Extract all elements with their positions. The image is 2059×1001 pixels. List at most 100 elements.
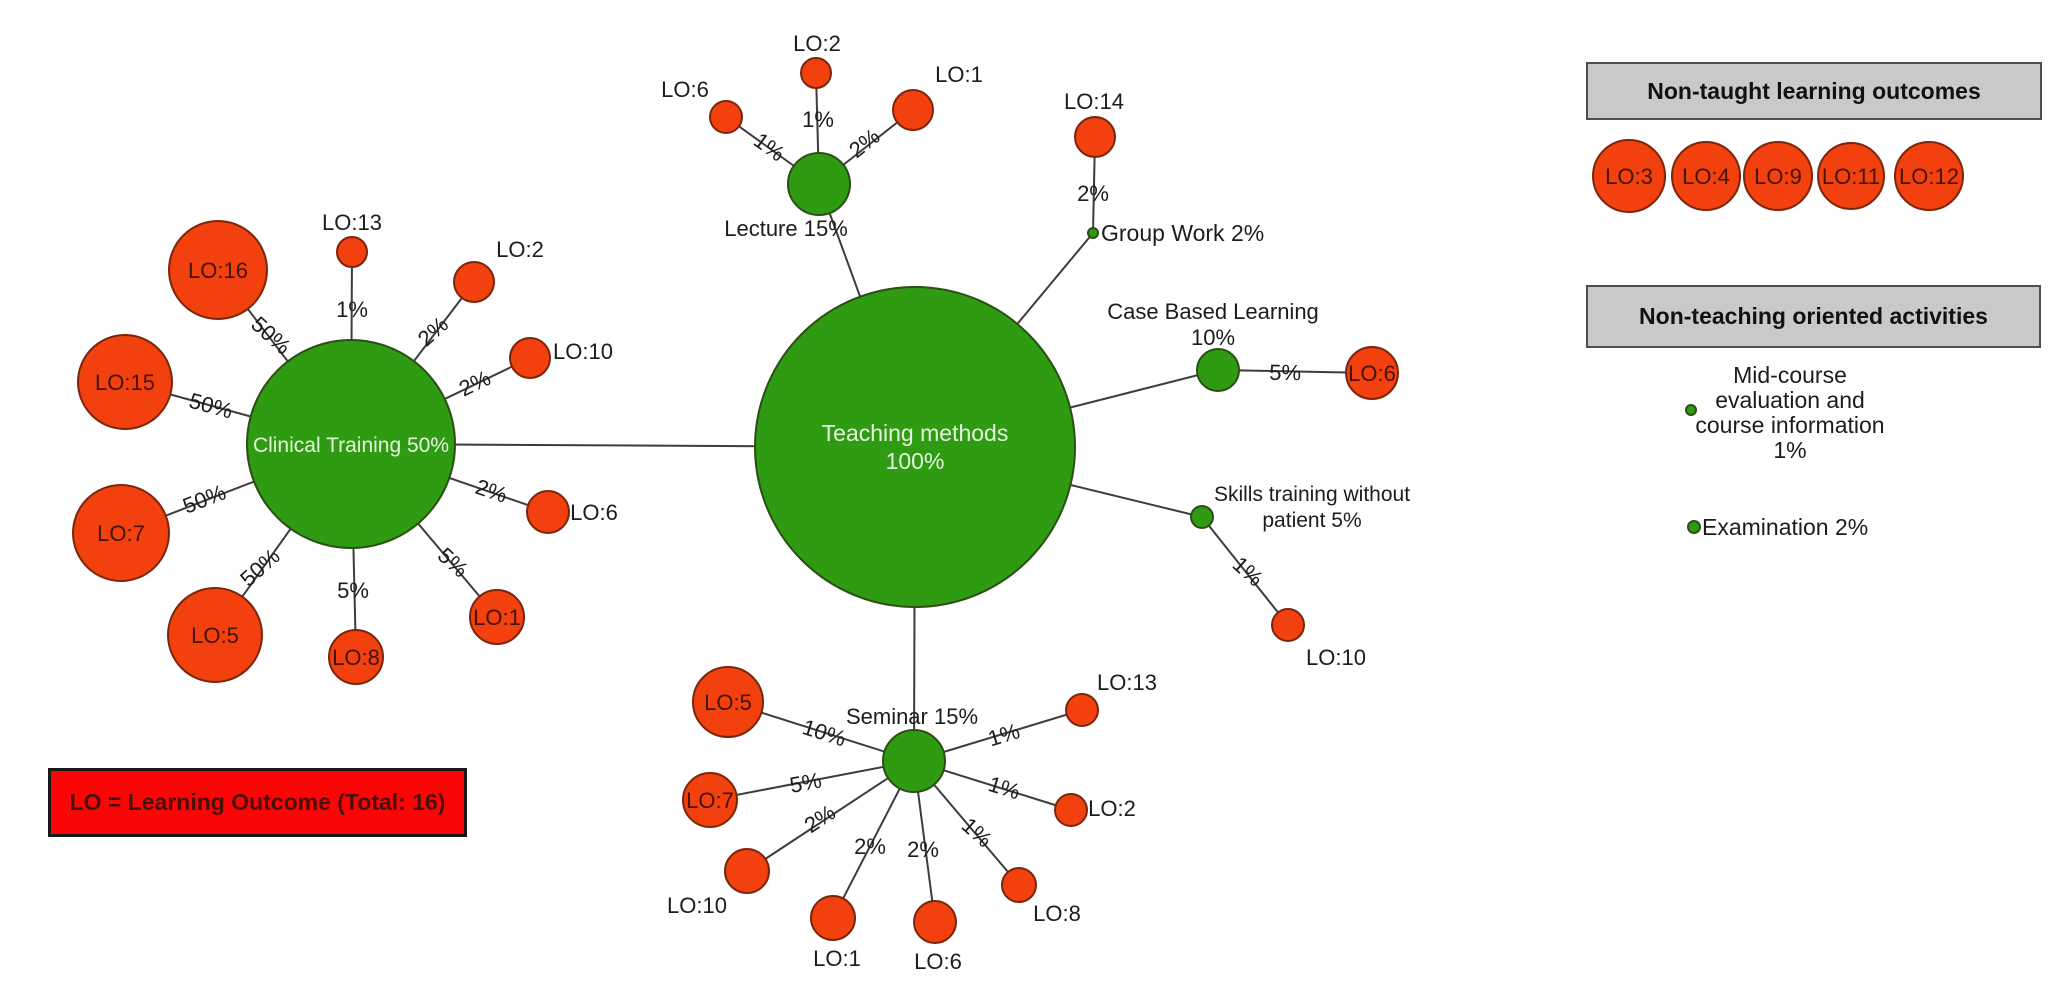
lec-lo1-node [892, 89, 934, 131]
ct-lo10-label: LO:10 [553, 339, 613, 364]
lecture-label: Lecture 15% [724, 216, 848, 241]
legend-box: LO = Learning Outcome (Total: 16) [48, 768, 467, 837]
lo9-node [1743, 141, 1813, 211]
teaching-label: Teaching methods [822, 420, 1009, 446]
lo4-label: LO:4 [1682, 164, 1730, 189]
sem-lo2-label: LO:2 [1088, 796, 1136, 821]
lo3-node [1592, 139, 1666, 213]
lec-lo1-label: LO:1 [935, 62, 983, 87]
sem-lo13-node [1065, 693, 1099, 727]
seminar-label: Seminar 15% [846, 704, 978, 729]
lo3-label: LO:3 [1605, 164, 1653, 189]
group-work-node [1087, 227, 1099, 239]
mid-course-evaluation-label: Mid-course evaluation and course informa… [1695, 362, 1885, 463]
edge-label-lecture-lec_lo2: 1% [802, 107, 834, 132]
ct-lo6-label: LO:6 [570, 500, 618, 525]
edge-label-case_based-cbl_lo6: 5% [1269, 360, 1301, 386]
lecture-node [787, 152, 851, 216]
ct-lo15-node [77, 334, 173, 430]
edge-label-lecture-lec_lo1: 2% [844, 123, 884, 162]
st-lo10-node [1271, 608, 1305, 642]
mid-dot-node [1685, 404, 1697, 416]
case-based-label: 10% [1191, 325, 1235, 350]
ct-lo15-label: LO:15 [95, 370, 155, 395]
lo9-label: LO:9 [1754, 164, 1802, 189]
edge-seminar-sem_lo7 [709, 760, 915, 801]
edge-label-seminar-sem_lo13: 1% [985, 718, 1023, 751]
ct-lo2-node [453, 261, 495, 303]
sem-lo1-node [810, 895, 856, 941]
sem-lo7-label: LO:7 [686, 788, 734, 813]
clinical-label: Clinical Training 50% [253, 434, 449, 457]
lo11-label: LO:11 [1822, 164, 1880, 189]
sem-lo1-label: LO:1 [813, 946, 861, 971]
edge-label-seminar-sem_lo7: 5% [788, 767, 824, 798]
edge-label-clinical-ct_lo13: 1% [336, 297, 368, 322]
st-lo10-label: LO:10 [1306, 645, 1366, 670]
ct-lo16-label: LO:16 [188, 258, 248, 283]
edge-seminar-sem_lo10 [746, 760, 915, 872]
ct-lo7-node [72, 484, 170, 582]
lo14-label: LO:14 [1064, 89, 1124, 114]
ct-lo5-node [167, 587, 263, 683]
non-teaching-activities-header: Non-teaching oriented activities [1586, 285, 2041, 348]
teaching-label: 100% [886, 448, 945, 474]
seminar-node [882, 729, 946, 793]
ct-lo8-node [328, 629, 384, 685]
sem-lo2-node [1054, 793, 1088, 827]
edge-label-seminar-sem_lo1: 2% [854, 834, 886, 859]
edge-label-lecture-lec_lo6: 1% [749, 127, 789, 166]
ct-lo6-node [526, 490, 570, 534]
edge-label-seminar-sem_lo2: 1% [985, 771, 1023, 804]
lec-lo6-node [709, 100, 743, 134]
edge-label-group_work-lo14: 2% [1077, 181, 1109, 206]
edge-label-clinical-ct_lo8: 5% [337, 578, 369, 603]
sem-lo8-label: LO:8 [1033, 901, 1081, 926]
sem-lo10-node [724, 848, 770, 894]
skills-node [1190, 505, 1214, 529]
case-based-label: Case Based Learning [1107, 299, 1319, 324]
sem-lo10-label: LO:10 [667, 893, 727, 918]
ct-lo2-label: LO:2 [496, 237, 544, 262]
ct-lo13-node [336, 236, 368, 268]
ct-lo1-node [469, 589, 525, 645]
cbl-lo6-label: LO:6 [1348, 361, 1396, 386]
sem-lo6-node [913, 900, 957, 944]
edge-label-clinical-ct_lo5: 50% [235, 543, 284, 591]
lec-lo6-label: LO:6 [661, 77, 709, 102]
ct-lo7-label: LO:7 [97, 521, 145, 546]
teaching-node [754, 286, 1076, 608]
sem-lo8-node [1001, 867, 1037, 903]
lo12-node [1894, 141, 1964, 211]
ct-lo13-label: LO:13 [322, 210, 382, 235]
lo12-label: LO:12 [1899, 164, 1959, 189]
cbl-lo6-node [1345, 346, 1399, 400]
case-based-node [1196, 348, 1240, 392]
clinical-node [246, 339, 456, 549]
ct-lo16-node [168, 220, 268, 320]
ct-lo5-label: LO:5 [191, 623, 239, 648]
edge-label-clinical-ct_lo16: 50% [246, 311, 295, 359]
skills-label: patient 5% [1262, 509, 1361, 532]
sem-lo6-label: LO:6 [914, 949, 962, 974]
edge-label-clinical-ct_lo15: 50% [186, 388, 235, 424]
sem-lo13-label: LO:13 [1097, 670, 1157, 695]
sem-lo7-node [682, 772, 738, 828]
ct-lo1-label: LO:1 [473, 605, 521, 630]
lo11-node [1817, 142, 1885, 210]
lo4-node [1671, 141, 1741, 211]
sem-lo5-node [692, 666, 764, 738]
lec-lo2-node [800, 57, 832, 89]
edge-label-clinical-ct_lo7: 50% [179, 479, 229, 518]
edge-skills-st_lo10 [1201, 516, 1289, 626]
edge-label-seminar-sem_lo6: 2% [907, 837, 939, 862]
ct-lo8-label: LO:8 [332, 645, 380, 670]
non-taught-outcomes-header: Non-taught learning outcomes [1586, 62, 2042, 120]
examination-label: Examination 2% [1702, 514, 1869, 540]
ct-lo10-node [509, 337, 551, 379]
skills-label: Skills training without [1214, 483, 1410, 506]
edge-label-clinical-ct_lo6: 2% [472, 474, 510, 508]
edge-label-clinical-ct_lo10: 2% [455, 365, 494, 401]
